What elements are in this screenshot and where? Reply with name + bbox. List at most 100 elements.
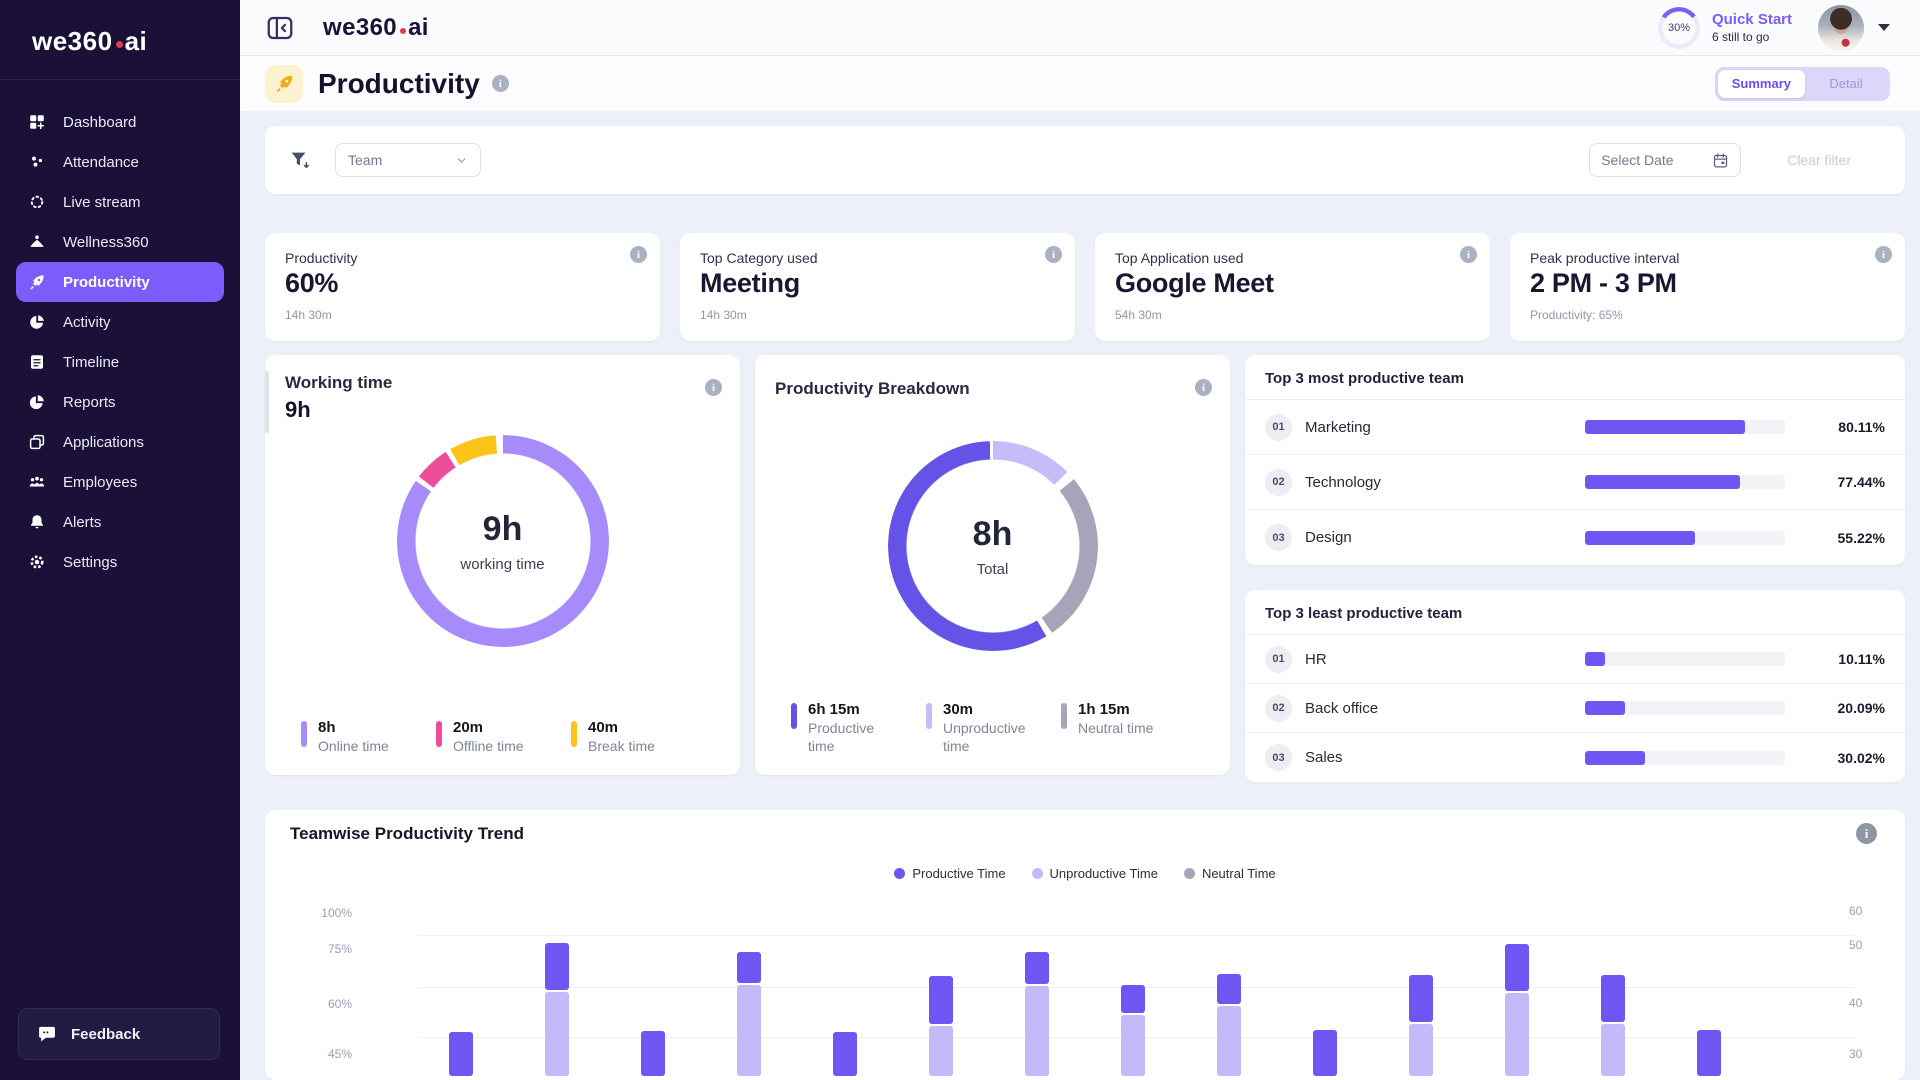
header-logo: we360 ai [323, 13, 429, 41]
legend-item[interactable]: Productive Time [894, 866, 1006, 881]
trend-bar-unproductive[interactable] [1217, 1006, 1241, 1076]
info-icon[interactable]: i [1195, 379, 1212, 396]
feedback-button[interactable]: Feedback [18, 1008, 220, 1060]
topbar-right: 30% Quick Start 6 still to go [1657, 4, 1890, 51]
filter-funnel-icon[interactable] [289, 149, 311, 171]
info-icon[interactable]: i [1460, 246, 1477, 263]
trend-bar-productive[interactable] [1409, 975, 1433, 1022]
sidebar-item-settings[interactable]: Settings [16, 542, 224, 582]
legend-label: Offline time [453, 737, 524, 754]
view-toggle: Summary Detail [1714, 66, 1890, 101]
working-time-donut[interactable] [396, 435, 609, 647]
page-info-icon[interactable]: i [491, 75, 509, 92]
table-row: 02 Technology 77.44% [1245, 455, 1905, 510]
date-filter-input[interactable]: Select Date [1589, 143, 1742, 177]
info-icon[interactable]: i [1856, 823, 1877, 844]
progress-fill [1585, 530, 1696, 545]
breakdown-donut[interactable] [887, 441, 1098, 651]
team-percentage: 80.11% [1838, 419, 1885, 435]
trend-bar-productive[interactable] [1313, 1030, 1337, 1076]
stat-card-productivity: Productivity 60% 14h 30m i [265, 233, 660, 341]
sidebar-item-wellness360[interactable]: Wellness360 [16, 222, 224, 262]
tab-detail[interactable]: Detail [1829, 76, 1863, 91]
sidebar-item-applications[interactable]: Applications [16, 422, 224, 462]
sidebar-item-attendance[interactable]: Attendance [16, 142, 224, 182]
clear-filter-button[interactable]: Clear filter [1787, 152, 1851, 168]
trend-bar-unproductive[interactable] [737, 985, 761, 1076]
trend-bar-unproductive[interactable] [545, 992, 569, 1076]
bell-icon [31, 515, 43, 529]
sidebar-item-productivity[interactable]: Productivity [16, 262, 224, 302]
info-icon[interactable]: i [1045, 246, 1062, 263]
table-row: 01 HR 10.11% [1245, 635, 1905, 684]
ranking-title: Top 3 least productive team [1245, 590, 1905, 635]
sidebar-item-label: Productivity [63, 273, 150, 291]
tab-summary[interactable]: Summary [1717, 69, 1805, 98]
trend-bar-productive[interactable] [929, 976, 953, 1024]
trend-bar-productive[interactable] [641, 1031, 665, 1076]
info-icon[interactable]: i [630, 246, 647, 263]
legend-marker [926, 703, 932, 729]
page-title: Productivity [318, 67, 480, 99]
trend-bar-productive[interactable] [545, 943, 569, 990]
legend-label: Productive Time [912, 866, 1006, 881]
user-avatar[interactable] [1818, 4, 1864, 51]
stat-footnote: 14h 30m [700, 308, 747, 322]
trend-bar-unproductive[interactable] [1025, 986, 1049, 1076]
sidebar-item-activity[interactable]: Activity [16, 302, 224, 342]
breakdown-title: Productivity Breakdown [775, 379, 970, 398]
progress-track [1585, 652, 1785, 666]
legend-item[interactable]: Neutral Time [1183, 866, 1276, 881]
reports-icon [29, 395, 44, 410]
employees-icon [29, 476, 45, 487]
trend-bar-productive[interactable] [1601, 975, 1625, 1022]
sidebar-item-live-stream[interactable]: Live stream [16, 182, 224, 222]
quick-start-progress-value: 30% [1667, 21, 1690, 34]
working-time-card: Working time 9h i 9h working time 8h On [265, 355, 740, 775]
progress-fill [1585, 420, 1746, 434]
trend-bar-unproductive[interactable] [929, 1026, 953, 1076]
sidebar-item-employees[interactable]: Employees [16, 462, 224, 502]
sidebar-item-label: Attendance [63, 153, 139, 171]
trend-bar-productive[interactable] [833, 1032, 857, 1076]
sidebar-item-timeline[interactable]: Timeline [16, 342, 224, 382]
sidebar-item-label: Reports [63, 393, 116, 411]
trend-plot[interactable] [418, 906, 1855, 1076]
sidebar-item-alerts[interactable]: Alerts [16, 502, 224, 542]
progress-track [1585, 750, 1785, 765]
sidebar-collapse-icon[interactable] [265, 13, 295, 43]
chevron-down-icon[interactable] [1878, 24, 1890, 31]
sidebar-item-reports[interactable]: Reports [16, 382, 224, 422]
legend-item[interactable]: Unproductive Time [1031, 866, 1158, 881]
info-icon[interactable]: i [705, 379, 722, 396]
trend-bar-productive[interactable] [1217, 974, 1241, 1004]
trend-bar-productive[interactable] [449, 1032, 473, 1076]
quick-start[interactable]: Quick Start 6 still to go [1712, 11, 1792, 44]
trend-bar-productive[interactable] [1697, 1030, 1721, 1076]
trend-bar-unproductive[interactable] [1505, 993, 1529, 1076]
trend-bar-productive[interactable] [1121, 985, 1145, 1013]
y-axis-tick: 60% [327, 997, 352, 1011]
trend-bar-unproductive[interactable] [1601, 1024, 1625, 1076]
legend-label: Unproductive Time [1049, 866, 1158, 881]
team-percentage: 55.22% [1837, 529, 1885, 546]
trend-bar-productive[interactable] [1025, 952, 1049, 984]
team-filter-select[interactable]: Team [335, 143, 481, 177]
progress-track [1585, 475, 1785, 489]
trend-bar-productive[interactable] [737, 952, 761, 983]
legend-dot [1031, 868, 1043, 879]
stat-title: Top Application used [1115, 250, 1244, 266]
legend-item: 20m Offline time [436, 719, 571, 756]
working-time-legend: 8h Online time 20m Offline time 40m Break t… [265, 719, 740, 756]
sidebar-item-dashboard[interactable]: Dashboard [16, 102, 224, 142]
trend-bar-productive[interactable] [1505, 944, 1529, 991]
info-icon[interactable]: i [1875, 246, 1892, 263]
quick-start-progress-ring[interactable]: 30% [1657, 6, 1700, 49]
stat-value: 60% [285, 268, 339, 298]
trend-bar-unproductive[interactable] [1121, 1015, 1145, 1076]
legend-value: 8h [318, 718, 336, 736]
stat-value: 2 PM - 3 PM [1530, 268, 1677, 298]
legend-label: Productive time [808, 720, 875, 754]
trend-bar-unproductive[interactable] [1409, 1024, 1433, 1076]
table-row: 01 Marketing 80.11% [1245, 400, 1905, 455]
